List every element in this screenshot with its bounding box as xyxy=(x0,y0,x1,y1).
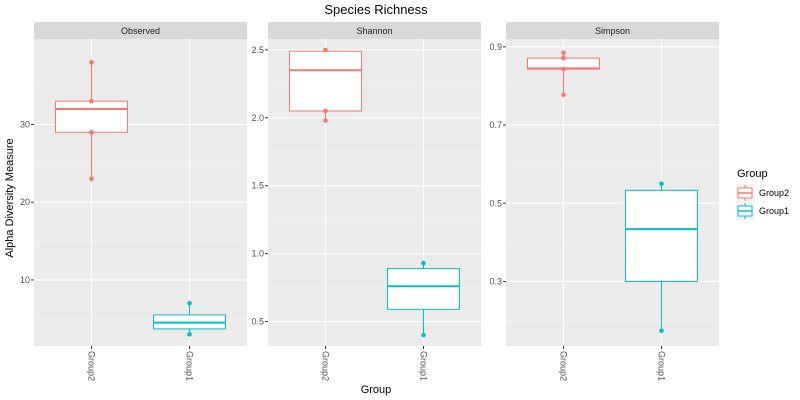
y-tick-label: 1.5 xyxy=(251,181,264,191)
y-tick-label: 0.9 xyxy=(489,42,502,52)
y-tick-label: 2.0 xyxy=(251,113,264,123)
facet-strip-label: Shannon xyxy=(356,26,392,36)
data-point xyxy=(89,129,94,135)
data-point xyxy=(89,60,94,65)
data-point xyxy=(187,332,192,337)
x-tick-label: Group2 xyxy=(559,351,569,381)
x-tick-label: Group1 xyxy=(656,351,666,381)
panel-shannon: Shannon 0.5 1.0 1.5 2.0 2.5 Group2 Group1 xyxy=(251,22,481,381)
legend-label: Group2 xyxy=(759,188,789,198)
x-axis-label: Group xyxy=(361,384,392,396)
facet-panels: Observed 10 20 30 Group2 Group1 Shannon 0.5 1.0 1… xyxy=(20,22,719,381)
data-point xyxy=(421,332,426,338)
box-group2 xyxy=(55,60,129,182)
legend-label: Group1 xyxy=(759,206,789,216)
panel-simpson: Simpson 0.3 0.5 0.7 0.9 Group2 Group1 xyxy=(489,22,719,381)
data-point xyxy=(561,92,566,98)
data-point xyxy=(561,66,566,72)
data-point xyxy=(323,47,328,53)
data-point xyxy=(187,300,192,306)
box-iqr xyxy=(386,268,460,310)
facet-strip xyxy=(268,22,481,39)
facet-strip-label: Simpson xyxy=(595,26,630,36)
box-iqr xyxy=(55,100,129,133)
legend: Group Group2 Group1 xyxy=(736,168,789,220)
data-point xyxy=(659,181,664,187)
legend-title: Group xyxy=(737,168,768,180)
box-group2 xyxy=(527,50,601,98)
y-tick-label: 20 xyxy=(20,197,30,207)
data-point xyxy=(89,176,94,182)
data-point xyxy=(323,118,328,123)
y-tick-label: 0.3 xyxy=(489,276,502,286)
box-group2 xyxy=(289,47,363,123)
y-axis-label: Alpha Diversity Measure xyxy=(4,138,16,257)
data-point xyxy=(421,260,426,266)
legend-entry-group2: Group2 xyxy=(736,184,789,202)
legend-entry-group1: Group1 xyxy=(736,202,789,220)
box-group1 xyxy=(386,260,460,338)
box-iqr xyxy=(624,189,698,282)
panel-observed: Observed 10 20 30 Group2 Group1 xyxy=(20,22,247,381)
x-tick-label: Group1 xyxy=(418,351,428,381)
y-tick-label: 0.5 xyxy=(251,317,264,327)
y-tick-label: 2.5 xyxy=(251,45,264,55)
data-point xyxy=(659,328,664,334)
y-tick-label: 0.7 xyxy=(489,120,502,130)
chart-title: Species Richness xyxy=(324,2,428,17)
panel-background xyxy=(34,39,247,346)
y-tick-label: 0.5 xyxy=(489,198,502,208)
y-tick-label: 10 xyxy=(20,275,30,285)
facet-strip xyxy=(34,22,247,39)
y-tick-label: 30 xyxy=(20,119,30,129)
x-tick-label: Group1 xyxy=(184,351,194,381)
data-point xyxy=(561,55,566,61)
box-group1 xyxy=(152,300,226,337)
box-group1 xyxy=(624,181,698,334)
data-point xyxy=(561,50,566,55)
box-iqr xyxy=(289,50,363,112)
x-tick-label: Group2 xyxy=(321,351,331,381)
data-point xyxy=(323,108,328,114)
facet-strip-label: Observed xyxy=(121,26,160,36)
data-point xyxy=(89,98,94,104)
y-tick-label: 1.0 xyxy=(251,249,264,259)
x-tick-label: Group2 xyxy=(87,351,97,381)
facet-strip xyxy=(506,22,719,39)
